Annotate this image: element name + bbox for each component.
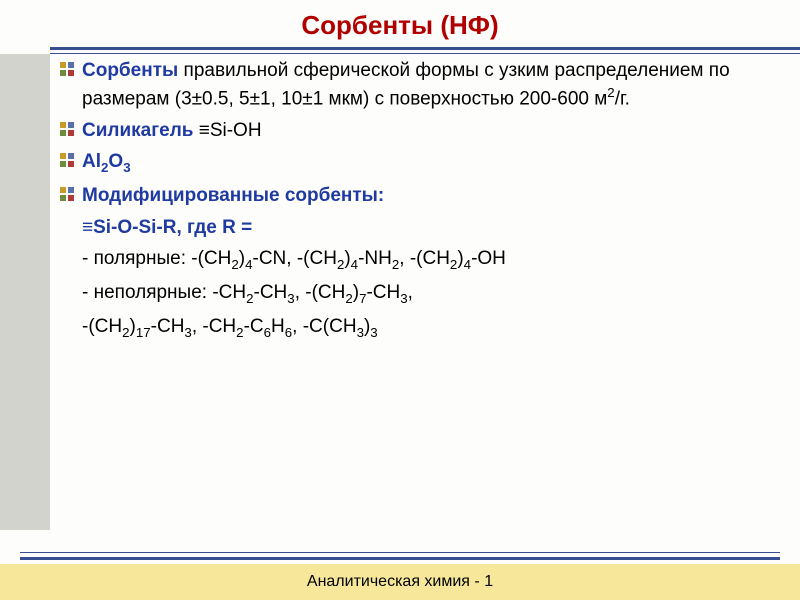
- slide-title: Сорбенты (НФ): [0, 0, 800, 47]
- bullet-2-rest: ≡Si-OH: [193, 120, 261, 141]
- polar-p1: - полярные: -(CH: [82, 248, 231, 269]
- nonpolar-line: - неполярные: -CH2-CH3, -(CH2)7-CH3,: [82, 280, 780, 308]
- bullet-icon: [60, 62, 74, 76]
- bullet-1-text: Сорбенты правильной сферической формы с …: [82, 58, 780, 112]
- polar-p3: -CN, -(CH: [253, 248, 337, 269]
- bullet-icon: [60, 122, 74, 136]
- eq-line: ≡Si-O-Si-R, где R =: [82, 215, 780, 241]
- polar-p8: -OH: [471, 248, 506, 269]
- footer-divider: [0, 552, 800, 562]
- np-p4: -CH: [366, 282, 400, 303]
- bullet-2-text: Силикагель ≡Si-OH: [82, 118, 262, 144]
- l3-p1: -(CH: [82, 316, 122, 337]
- content-area: Сорбенты правильной сферической формы с …: [60, 58, 780, 347]
- bullet-icon: [60, 153, 74, 167]
- bullet-icon: [60, 187, 74, 201]
- s: 17: [136, 325, 151, 340]
- bullet-2-lead: Силикагель: [82, 120, 193, 141]
- np-p2: -CH: [254, 282, 288, 303]
- s: 3: [370, 325, 377, 340]
- s: 3: [287, 291, 294, 306]
- s: 2: [236, 325, 243, 340]
- b3-o: O: [108, 151, 123, 172]
- s: 3: [184, 325, 191, 340]
- polar-p5: -NH: [358, 248, 392, 269]
- b3-al: Al: [82, 151, 101, 172]
- bullet-3-text: Al2O3: [82, 149, 131, 177]
- s: 2: [345, 291, 352, 306]
- l3-p5: , -C(CH: [292, 316, 356, 337]
- s: 4: [351, 257, 358, 272]
- bullet-3: Al2O3: [60, 149, 780, 177]
- s: 3: [357, 325, 364, 340]
- l3-p3: -CH: [151, 316, 185, 337]
- s: 4: [464, 257, 471, 272]
- s: 2: [122, 325, 129, 340]
- b3-s2: 3: [123, 160, 130, 175]
- slide: Сорбенты (НФ) Сорбенты правильной сферич…: [0, 0, 800, 600]
- bullet-2: Силикагель ≡Si-OH: [60, 118, 780, 144]
- s: 4: [245, 257, 252, 272]
- np-end: ,: [408, 282, 413, 303]
- bullet-4-text: Модифицированные сорбенты:: [82, 183, 384, 209]
- s: 3: [400, 291, 407, 306]
- l3-h: H: [271, 316, 285, 337]
- bullet-1-lead: Сорбенты: [82, 60, 178, 81]
- bullet-1-rest: правильной сферической формы с узким рас…: [82, 60, 730, 109]
- footer-bar: Аналитическая химия - 1: [0, 564, 800, 600]
- l3-comma: , -CH: [192, 316, 236, 337]
- sidebar-strip: [0, 54, 50, 530]
- bullet-1: Сорбенты правильной сферической формы с …: [60, 58, 780, 112]
- np-p1: - неполярные: -CH: [82, 282, 246, 303]
- polar-p6: , -(CH: [399, 248, 450, 269]
- np-comma: , -(CH: [295, 282, 346, 303]
- line3: -(CH2)17-CH3, -CH2-C6H6, -C(CH3)3: [82, 314, 780, 342]
- sup-2: 2: [607, 85, 614, 100]
- title-divider: [0, 47, 800, 55]
- s: 6: [264, 325, 271, 340]
- polar-line: - полярные: -(CH2)4-CN, -(CH2)4-NH2, -(C…: [82, 246, 780, 274]
- bullet-4: Модифицированные сорбенты:: [60, 183, 780, 209]
- footer-text: Аналитическая химия - 1: [307, 573, 493, 591]
- l3-p4: -C: [244, 316, 264, 337]
- bullet-1-unit: /г.: [615, 88, 630, 109]
- s: 2: [246, 291, 253, 306]
- s: 2: [231, 257, 238, 272]
